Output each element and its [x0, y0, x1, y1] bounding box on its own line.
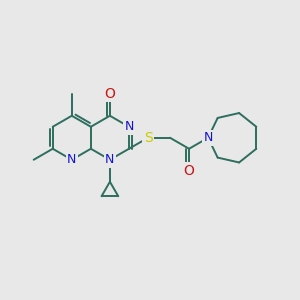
Text: N: N — [124, 120, 134, 133]
Text: O: O — [104, 87, 115, 101]
Text: N: N — [67, 153, 76, 166]
Text: N: N — [105, 153, 115, 166]
Text: S: S — [144, 131, 152, 145]
Text: N: N — [203, 131, 213, 144]
Text: O: O — [184, 164, 194, 178]
